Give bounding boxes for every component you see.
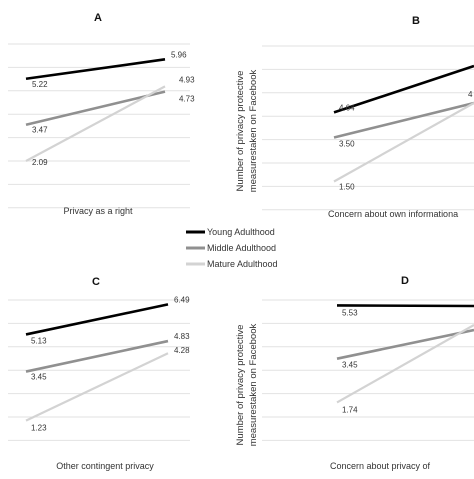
panel-c-mature-start-label: 1.23 [31, 424, 47, 433]
legend-mature-label: Mature Adulthood [207, 259, 278, 269]
panel-d-young-line [336, 304, 474, 308]
panel-a-middle-end-label: 4.73 [179, 95, 195, 104]
panel-a: A 5.22 5.96 3.47 4.73 2.09 4.93 Privacy … [8, 12, 195, 216]
panel-d-lines [336, 304, 474, 404]
panel-d-mature-line [336, 324, 474, 404]
panel-c-letter: C [92, 276, 100, 288]
panel-d-xlabel: Concern about privacy of [330, 461, 431, 471]
panel-b-grid [262, 45, 474, 211]
panel-a-letter: A [94, 12, 102, 24]
panel-b-young-line [333, 64, 474, 114]
panel-b-middle-start-label: 3.50 [339, 140, 355, 149]
panel-c-lines [25, 303, 169, 422]
panel-d-mature-start-label: 1.74 [342, 405, 358, 414]
panel-b-middle-end-label: 4 [468, 90, 473, 99]
panel-d-middle-start-label: 3.45 [342, 361, 358, 370]
legend: Young Adulthood Middle Adulthood Mature … [186, 227, 278, 269]
panel-a-young-start-label: 5.22 [32, 80, 48, 89]
panel-d-letter: D [401, 275, 409, 287]
panel-c-middle-line [25, 339, 169, 373]
panel-a-mature-line [25, 85, 166, 162]
panel-a-middle-start-label: 3.47 [32, 126, 48, 135]
panel-c-young-start-label: 5.13 [31, 336, 47, 345]
panel-d-young-start-label: 5.53 [342, 308, 358, 317]
panel-d-ylabel-line2: measurestaken on Facebook [248, 323, 259, 446]
panel-b-letter: B [412, 15, 420, 27]
panel-d: D Number of privacy protective measurest… [235, 275, 474, 471]
panel-c-mature-end-label: 4.28 [174, 346, 190, 355]
panel-d-grid [262, 299, 474, 441]
panel-a-young-end-label: 5.96 [171, 50, 187, 59]
panel-b-lines [333, 64, 474, 183]
panel-a-young-line [25, 58, 166, 81]
panel-a-mature-start-label: 2.09 [32, 158, 48, 167]
panel-c-young-end-label: 6.49 [174, 295, 190, 304]
panel-b-ylabel-line2: measurestaken on Facebook [248, 69, 259, 192]
panel-b: B Number of privacy protective measurest… [235, 15, 474, 219]
panel-d-middle-line [336, 328, 474, 360]
panel-a-mature-end-label: 4.93 [179, 75, 195, 84]
panel-c-xlabel: Other contingent privacy [56, 461, 154, 471]
panel-b-mature-line [333, 102, 474, 183]
panel-c: C 5.13 6.49 3.45 4.83 1.23 4.28 Other co… [8, 276, 190, 471]
panel-c-mature-line [25, 352, 169, 422]
panel-d-ylabel-line1: Number of privacy protective [235, 325, 246, 446]
panel-a-xlabel: Privacy as a right [63, 206, 133, 216]
panel-b-ylabel-line1: Number of privacy protective [235, 71, 246, 192]
panel-c-young-line [25, 303, 169, 336]
panel-c-middle-end-label: 4.83 [174, 332, 190, 341]
panel-a-middle-line [25, 90, 166, 127]
panel-a-grid [8, 43, 190, 209]
legend-middle-label: Middle Adulthood [207, 243, 276, 253]
panel-b-middle-line [333, 101, 474, 139]
panel-b-young-start-label: 4.64 [339, 103, 355, 112]
panel-c-middle-start-label: 3.45 [31, 373, 47, 382]
panel-b-xlabel: Concern about own informationa [328, 209, 458, 219]
panel-a-lines [25, 58, 166, 162]
legend-young-label: Young Adulthood [207, 227, 275, 237]
panel-b-mature-start-label: 1.50 [339, 183, 355, 192]
